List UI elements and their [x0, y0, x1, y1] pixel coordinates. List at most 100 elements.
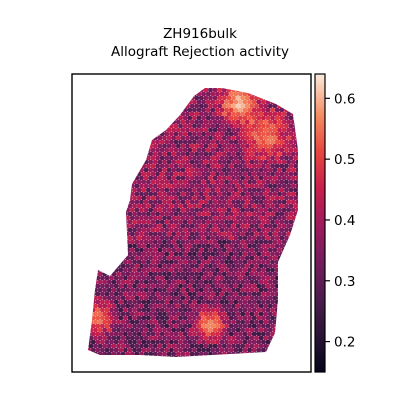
spot [279, 187, 285, 193]
spot [198, 103, 204, 109]
spot [157, 343, 163, 349]
spot [192, 235, 197, 241]
spot [263, 143, 269, 149]
spot [155, 331, 161, 337]
spot [132, 315, 138, 321]
spot [247, 299, 253, 305]
spot [180, 295, 186, 301]
spot [164, 211, 170, 217]
spot [157, 327, 163, 333]
spot [196, 227, 202, 233]
spot [254, 199, 259, 205]
spot [254, 311, 259, 317]
spot [228, 91, 234, 97]
spot [235, 103, 241, 109]
spot [231, 191, 236, 197]
spot [201, 123, 207, 129]
spot [118, 347, 124, 353]
spot [228, 131, 234, 137]
spot [166, 295, 172, 301]
spot [224, 291, 230, 297]
spot [178, 211, 184, 217]
spot [212, 319, 218, 325]
spot [251, 131, 257, 137]
spot [196, 171, 202, 177]
spot [157, 183, 163, 189]
spot [157, 271, 163, 277]
spot [274, 211, 280, 217]
spot [141, 251, 147, 257]
spot [270, 259, 275, 265]
spot [205, 171, 211, 177]
spot [141, 315, 147, 321]
spot [141, 211, 147, 217]
spot [106, 319, 112, 325]
spot [100, 291, 105, 297]
spot [208, 167, 213, 173]
spot [272, 255, 278, 261]
spot [182, 211, 188, 217]
spot [157, 167, 163, 173]
spot [171, 343, 177, 349]
spot [210, 163, 216, 169]
spot [106, 295, 112, 301]
spot [212, 279, 218, 285]
spot [148, 319, 154, 325]
spot [203, 287, 209, 293]
spot [187, 219, 193, 225]
spot [175, 351, 181, 357]
spot [185, 343, 190, 349]
spot [270, 243, 275, 249]
spot [180, 311, 186, 317]
spot [219, 259, 225, 265]
spot [272, 223, 278, 229]
spot [146, 163, 151, 169]
spot [231, 311, 236, 317]
spot [286, 199, 292, 205]
spot [189, 175, 195, 181]
spot [134, 295, 140, 301]
spot [256, 283, 262, 289]
spot [155, 291, 161, 297]
spot [261, 323, 266, 329]
spot [166, 327, 172, 333]
spot [249, 199, 255, 205]
spot [249, 247, 255, 253]
spot [157, 303, 163, 309]
spot [217, 183, 223, 189]
spot [286, 167, 292, 173]
spot [189, 319, 195, 325]
spot [251, 179, 257, 185]
spot [228, 251, 234, 257]
spot [240, 343, 246, 349]
spot [196, 219, 202, 225]
spot [217, 119, 223, 125]
spot [212, 255, 218, 261]
spot [120, 303, 126, 309]
spot [134, 239, 140, 245]
spot [157, 255, 163, 261]
spot [162, 183, 167, 189]
spot [279, 219, 285, 225]
spot [175, 287, 181, 293]
spot [221, 271, 227, 277]
spot [198, 135, 204, 141]
spot [270, 211, 275, 217]
spot [194, 295, 200, 301]
spot [152, 231, 158, 237]
spot [267, 183, 273, 189]
spot [233, 227, 239, 233]
spot [148, 327, 154, 333]
spot [157, 351, 163, 357]
spot [238, 275, 243, 281]
spot [226, 119, 232, 125]
spot [166, 271, 172, 277]
spot [263, 119, 269, 125]
spot [146, 155, 151, 161]
spot [286, 127, 292, 133]
spot [240, 319, 246, 325]
spot [152, 247, 158, 253]
spot [208, 231, 213, 237]
spot [93, 319, 98, 325]
spot [231, 231, 236, 237]
